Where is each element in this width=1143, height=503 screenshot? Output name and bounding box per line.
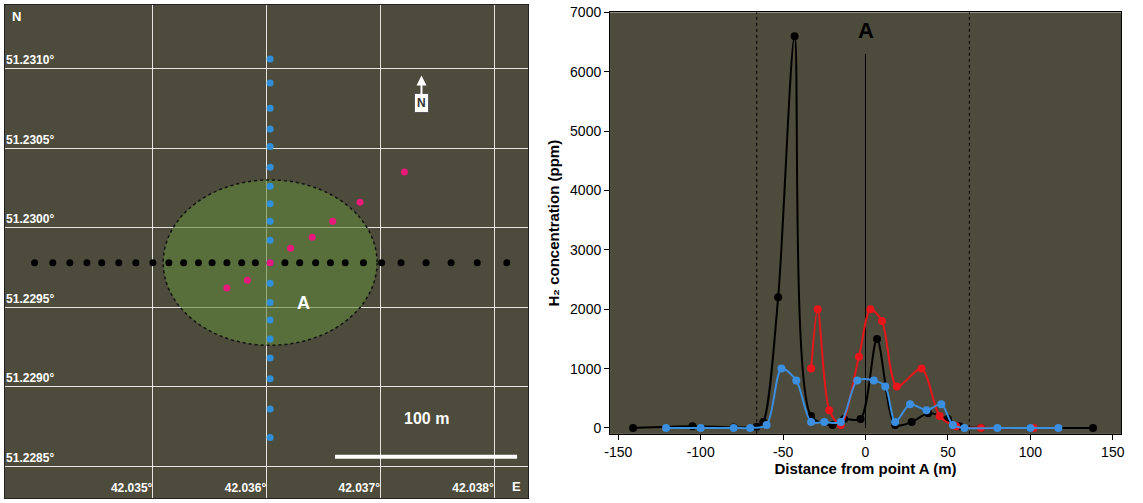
svg-text:42.037°: 42.037° [339,481,381,495]
svg-text:N: N [417,96,426,110]
svg-text:3000: 3000 [570,242,601,258]
svg-text:Distance from point A (m): Distance from point A (m) [774,460,956,477]
svg-text:-50: -50 [773,444,793,460]
svg-text:50: 50 [940,444,956,460]
svg-text:51.2295°: 51.2295° [6,292,54,306]
svg-text:N: N [12,9,21,24]
svg-text:42.036°: 42.036° [225,481,267,495]
svg-text:7000: 7000 [570,4,601,20]
svg-text:42.035°: 42.035° [111,481,153,495]
svg-text:150: 150 [1101,444,1125,460]
svg-text:51.2285°: 51.2285° [6,451,54,465]
svg-text:42.038°: 42.038° [452,481,494,495]
svg-text:0: 0 [593,420,601,436]
svg-text:100: 100 [1019,444,1043,460]
svg-text:1000: 1000 [570,361,601,377]
svg-text:5000: 5000 [570,123,601,139]
svg-text:H₂ concentration (ppm): H₂ concentration (ppm) [545,140,562,307]
svg-text:51.2305°: 51.2305° [6,133,54,147]
svg-text:2000: 2000 [570,301,601,317]
svg-text:A: A [858,18,874,43]
svg-text:4000: 4000 [570,182,601,198]
svg-text:51.2300°: 51.2300° [6,212,54,226]
svg-text:6000: 6000 [570,64,601,80]
svg-text:-100: -100 [687,444,715,460]
svg-text:0: 0 [862,444,870,460]
svg-text:51.2290°: 51.2290° [6,371,54,385]
svg-text:51.2310°: 51.2310° [6,53,54,67]
svg-text:100 m: 100 m [404,410,449,427]
svg-text:E: E [512,479,521,494]
svg-text:A: A [297,293,310,313]
svg-text:-150: -150 [604,444,632,460]
